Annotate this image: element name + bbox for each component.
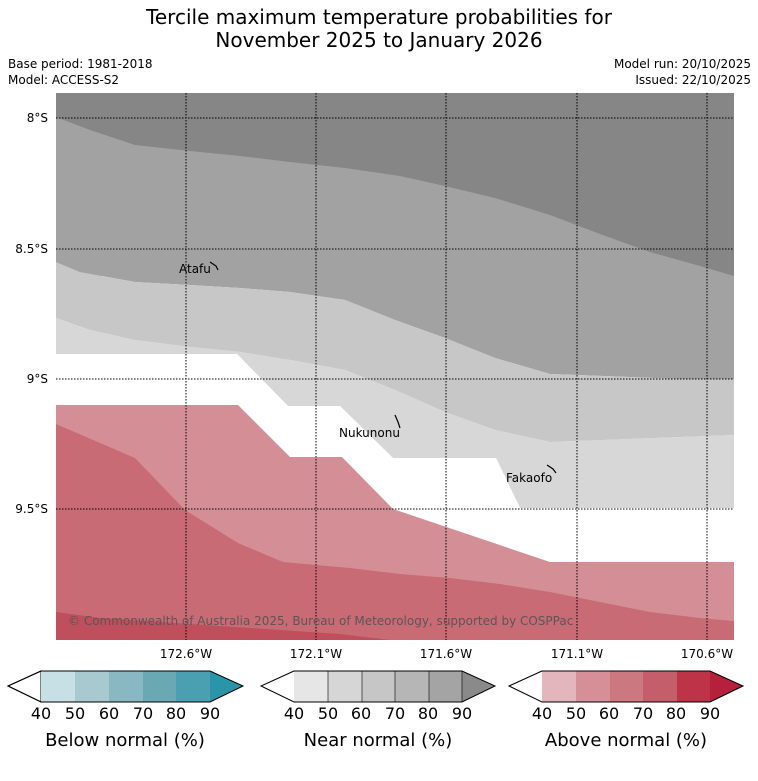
cbar-above-tick-60: 60	[598, 704, 620, 723]
cbar-below-title: Below normal (%)	[45, 730, 205, 751]
colorbar-below-over	[210, 671, 243, 702]
graticule	[56, 93, 734, 640]
cbar-near-tick-60: 60	[350, 704, 372, 723]
near-normal-80-band	[56, 117, 734, 379]
colorbar-near-bin-40	[294, 671, 328, 702]
lon-label-171-1w: 171.1°W	[550, 647, 604, 661]
place-label-atafu: Atafu	[179, 262, 211, 276]
island-outlines	[209, 261, 557, 474]
colorbar-near-normal	[259, 670, 497, 703]
colorbar-near-over	[462, 671, 495, 702]
model-run: Model run: 20/10/2025	[613, 57, 751, 71]
model-name: Model: ACCESS-S2	[8, 73, 120, 87]
colorbar-below-outline	[6, 670, 245, 703]
cbar-near-tick-70: 70	[384, 704, 406, 723]
colorbar-above-bin-60	[610, 671, 643, 702]
map-title-line1: Tercile maximum temperature probabilitie…	[146, 5, 612, 29]
lon-label-172-6w: 172.6°W	[159, 647, 213, 661]
colorbar-near-dividers	[327, 671, 463, 702]
colorbar-above-bin-80	[677, 671, 710, 702]
cbar-near-title: Near normal (%)	[303, 730, 453, 751]
colorbar-below-bin-60	[109, 671, 143, 702]
colorbar-below-bin-70	[143, 671, 176, 702]
map-title-line2: November 2025 to January 2026	[215, 28, 543, 52]
colorbar-below-bin-40	[41, 671, 75, 702]
fakaofo-island-shape	[546, 464, 557, 474]
lat-label-9s: 9°S	[26, 372, 48, 386]
base-period: Base period: 1981-2018	[8, 57, 153, 71]
cbar-above-tick-40: 40	[531, 704, 553, 723]
lat-label-8-5s: 8.5°S	[15, 242, 48, 256]
cbar-below-tick-50: 50	[64, 704, 86, 723]
lon-label-170-6w: 170.6°W	[680, 647, 734, 661]
colorbar-above-over	[710, 671, 743, 702]
cbar-below-tick-80: 80	[165, 704, 187, 723]
colorbar-above-under	[509, 671, 542, 702]
colorbar-near-under	[261, 671, 294, 702]
colorbar-above-normal	[507, 670, 745, 703]
probability-field	[56, 93, 734, 640]
cbar-above-tick-50: 50	[565, 704, 587, 723]
near-normal-60-band	[56, 318, 734, 508]
lat-label-8s: 8°S	[26, 111, 48, 125]
above-normal-70-band	[56, 612, 390, 640]
colorbar-above-bin-50	[576, 671, 610, 702]
colorbar-near-bin-80	[429, 671, 462, 702]
lon-label-171-6w: 171.6°W	[419, 647, 473, 661]
above-normal-60-band	[56, 424, 734, 640]
cbar-near-tick-40: 40	[283, 704, 305, 723]
place-label-fakaofo: Fakaofo	[506, 471, 553, 485]
colorbar-near-bin-50	[328, 671, 362, 702]
copyright-notice: © Commonwealth of Australia 2025, Bureau…	[68, 614, 574, 628]
issued-date: Issued: 22/10/2025	[635, 73, 751, 87]
cbar-near-tick-80: 80	[417, 704, 439, 723]
colorbar-below-normal	[6, 670, 245, 703]
colorbar-above-outline	[507, 670, 745, 703]
colorbar-near-bin-70	[395, 671, 429, 702]
lat-label-9-5s: 9.5°S	[15, 502, 48, 516]
place-label-nukunonu: Nukunonu	[339, 426, 400, 440]
nukunonu-island-shape	[394, 414, 401, 429]
cbar-near-tick-90: 90	[451, 704, 473, 723]
cbar-near-tick-50: 50	[317, 704, 339, 723]
colorbar-below-bin-50	[75, 671, 109, 702]
colorbar-near-bin-60	[362, 671, 395, 702]
colorbar-below-under	[6, 670, 42, 703]
near-normal-70-band	[56, 262, 734, 442]
cbar-below-tick-60: 60	[98, 704, 120, 723]
cbar-below-tick-90: 90	[199, 704, 221, 723]
no-dominant-tercile-area	[56, 354, 734, 562]
colorbar-below-bin-80	[176, 671, 210, 702]
atafu-island-shape	[209, 261, 219, 271]
colorbar-above-bin-40	[542, 671, 576, 702]
cbar-below-tick-40: 40	[30, 704, 52, 723]
cbar-above-title: Above normal (%)	[544, 730, 708, 751]
cbar-below-tick-70: 70	[132, 704, 154, 723]
cbar-above-tick-70: 70	[632, 704, 654, 723]
cbar-above-tick-90: 90	[699, 704, 721, 723]
lon-label-172-1w: 172.1°W	[289, 647, 343, 661]
cbar-above-tick-80: 80	[665, 704, 687, 723]
colorbar-above-bin-70	[643, 671, 677, 702]
